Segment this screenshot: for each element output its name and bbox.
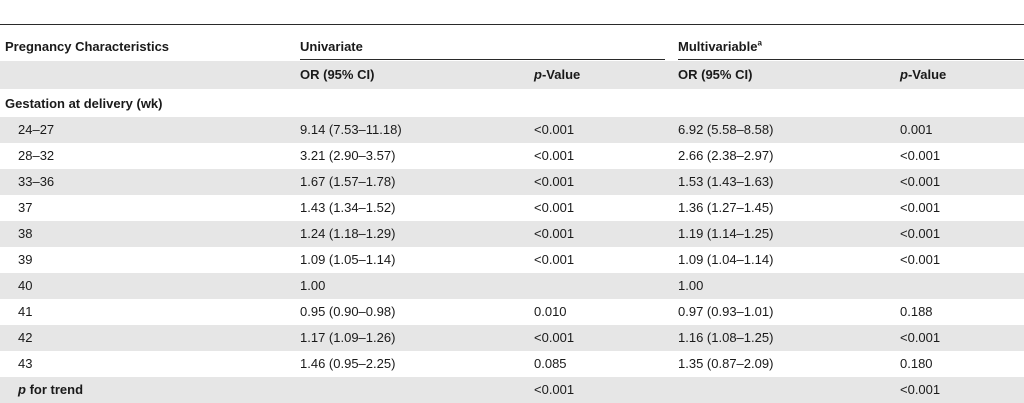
univariate-pvalue: <0.001 — [534, 148, 575, 163]
multivariable-pvalue: 0.180 — [900, 356, 933, 371]
multivariable-or-value: 1.36 (1.27–1.45) — [678, 200, 774, 215]
univariate-or-value: 1.67 (1.57–1.78) — [300, 174, 396, 189]
trend-row: p for trend <0.001 <0.001 — [0, 377, 1024, 403]
multivariable-pvalue: <0.001 — [900, 252, 941, 267]
header-pregnancy-characteristics: Pregnancy Characteristics — [5, 39, 170, 54]
univariate-pvalue: <0.001 — [534, 174, 575, 189]
header-row-columns: OR (95% CI) p-Value OR (95% CI) p-Value — [0, 61, 1024, 89]
multivariable-pvalue: <0.001 — [900, 148, 941, 163]
multivariable-or-value: 2.66 (2.38–2.97) — [678, 148, 774, 163]
header-univariate-pvalue: p-Value — [534, 67, 581, 82]
header-univariate-or: OR (95% CI) — [300, 67, 375, 82]
univariate-rule — [300, 59, 665, 60]
table-top-rule — [0, 24, 1024, 25]
table-row: 24–27 9.14 (7.53–11.18) <0.001 6.92 (5.58–8… — [0, 117, 1024, 143]
row-label: 43 — [18, 356, 33, 371]
multivariable-or-value: 1.00 — [678, 278, 704, 293]
row-label: 24–27 — [18, 122, 55, 137]
row-label: 40 — [18, 278, 33, 293]
header-row-groups: Pregnancy Characteristics Univariate Mul… — [0, 34, 1024, 60]
header-multivariable-or: OR (95% CI) — [678, 67, 753, 82]
table-row: 43 1.46 (0.95–2.25) 0.085 1.35 (0.87–2.09) 0… — [0, 351, 1024, 377]
multivariable-pvalue: 0.188 — [900, 304, 933, 319]
multivariable-rule — [678, 59, 1024, 60]
univariate-or-value: 0.95 (0.90–0.98) — [300, 304, 396, 319]
univariate-or-value: 1.46 (0.95–2.25) — [300, 356, 396, 371]
multivariable-or-value: 1.35 (0.87–2.09) — [678, 356, 774, 371]
univariate-pvalue: <0.001 — [534, 200, 575, 215]
table-row: 40 1.00 1.00 — [0, 273, 1024, 299]
header-multivariable-pvalue: p-Value — [900, 67, 947, 82]
trend-label: p for trend — [18, 382, 84, 397]
univariate-pvalue: <0.001 — [534, 252, 575, 267]
multivariable-pvalue: <0.001 — [900, 174, 941, 189]
row-label: 38 — [18, 226, 33, 241]
univariate-or-value: 1.09 (1.05–1.14) — [300, 252, 396, 267]
univariate-or-value: 1.43 (1.34–1.52) — [300, 200, 396, 215]
univariate-or-value: 1.00 — [300, 278, 326, 293]
multivariable-pvalue: <0.001 — [900, 330, 941, 345]
table-row: 38 1.24 (1.18–1.29) <0.001 1.19 (1.14–1.25)… — [0, 221, 1024, 247]
row-label: 33–36 — [18, 174, 55, 189]
section-title: Gestation at delivery (wk) — [5, 96, 163, 111]
table-row: 41 0.95 (0.90–0.98) 0.010 0.97 (0.93–1.01) 0… — [0, 299, 1024, 325]
header-univariate: Univariate — [300, 39, 363, 54]
row-label: 42 — [18, 330, 33, 345]
section-row: Gestation at delivery (wk) — [0, 91, 1024, 117]
univariate-or-value: 9.14 (7.53–11.18) — [300, 122, 402, 137]
trend-multivariable-pvalue: <0.001 — [900, 382, 941, 397]
univariate-pvalue: 0.010 — [534, 304, 567, 319]
row-label: 41 — [18, 304, 33, 319]
table-row: 28–32 3.21 (2.90–3.57) <0.001 2.66 (2.38–2.… — [0, 143, 1024, 169]
row-label: 37 — [18, 200, 33, 215]
row-label: 28–32 — [18, 148, 55, 163]
multivariable-pvalue: <0.001 — [900, 226, 941, 241]
multivariable-pvalue: 0.001 — [900, 122, 933, 137]
row-label: 39 — [18, 252, 33, 267]
multivariable-or-value: 1.09 (1.04–1.14) — [678, 252, 774, 267]
univariate-or-value: 1.17 (1.09–1.26) — [300, 330, 396, 345]
table-row: 42 1.17 (1.09–1.26) <0.001 1.16 (1.08–1.25)… — [0, 325, 1024, 351]
univariate-pvalue: <0.001 — [534, 330, 575, 345]
univariate-pvalue: 0.085 — [534, 356, 567, 371]
univariate-pvalue: <0.001 — [534, 226, 575, 241]
multivariable-pvalue: <0.001 — [900, 200, 941, 215]
table-row: 39 1.09 (1.05–1.14) <0.001 1.09 (1.04–1.14)… — [0, 247, 1024, 273]
table-row: 37 1.43 (1.34–1.52) <0.001 1.36 (1.27–1.45)… — [0, 195, 1024, 221]
univariate-or-value: 3.21 (2.90–3.57) — [300, 148, 396, 163]
univariate-pvalue: <0.001 — [534, 122, 575, 137]
multivariable-or-value: 6.92 (5.58–8.58) — [678, 122, 774, 137]
trend-univariate-pvalue: <0.001 — [534, 382, 575, 397]
multivariable-or-value: 0.97 (0.93–1.01) — [678, 304, 774, 319]
multivariable-or-value: 1.53 (1.43–1.63) — [678, 174, 774, 189]
header-multivariable: Multivariablea — [678, 38, 762, 54]
table-row: 33–36 1.67 (1.57–1.78) <0.001 1.53 (1.43–1.… — [0, 169, 1024, 195]
univariate-or-value: 1.24 (1.18–1.29) — [300, 226, 396, 241]
multivariable-or-value: 1.19 (1.14–1.25) — [678, 226, 774, 241]
multivariable-or-value: 1.16 (1.08–1.25) — [678, 330, 774, 345]
